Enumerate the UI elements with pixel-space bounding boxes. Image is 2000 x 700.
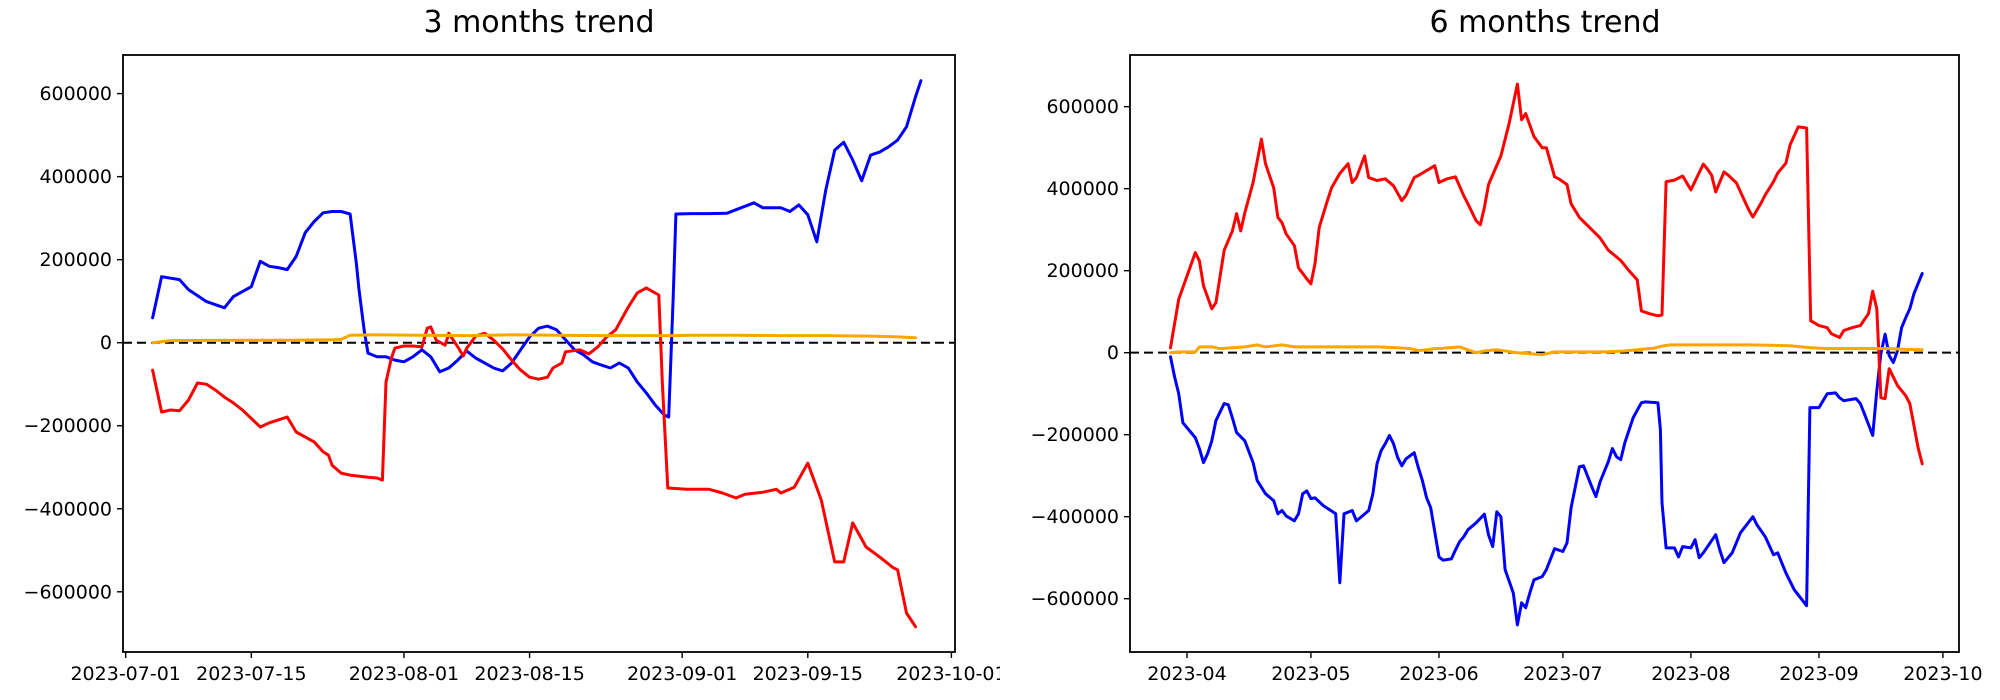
chart-title: 6 months trend (1429, 5, 1661, 40)
plot-border (122, 54, 956, 653)
y-tick-label: 400000 (1046, 178, 1119, 200)
chart-3-months-trend: 3 months trend 600000 400000 200000 0 −20000… (24, 5, 1000, 685)
chart-6-months-canvas: 600000 400000 200000 0 −200000 −400000 −600000… (1031, 54, 1983, 685)
x-tick-label: 2023-09 (1779, 663, 1858, 685)
y-tick-label: −200000 (24, 415, 112, 437)
y-tick-label: −200000 (1031, 424, 1119, 446)
plot-border (1129, 54, 1960, 653)
y-tick-label: 600000 (39, 83, 112, 105)
y-tick-label: −600000 (1031, 588, 1119, 610)
series-orange-line (151, 333, 917, 345)
y-tick-label: 0 (100, 332, 112, 354)
series-red-line (151, 286, 917, 629)
series-blue-line (1169, 272, 1924, 627)
x-tick-label: 2023-07-15 (196, 663, 306, 685)
chart-title: 3 months trend (423, 5, 655, 40)
series-red-line (1169, 82, 1924, 466)
x-tick-label: 2023-04 (1147, 663, 1226, 685)
x-tick-label: 2023-08 (1651, 663, 1730, 685)
y-tick-label: 200000 (39, 249, 112, 271)
x-tick-label: 2023-09-01 (627, 663, 737, 685)
x-tick-label: 2023-10 (1903, 663, 1982, 685)
x-tick-label: 2023-09-15 (753, 663, 863, 685)
series-orange-line (1169, 343, 1924, 357)
x-tick-label: 2023-07-01 (70, 663, 180, 685)
x-tick-label: 2023-07 (1523, 663, 1602, 685)
x-tick-label: 2023-08-15 (474, 663, 584, 685)
y-tick-label: −400000 (24, 498, 112, 520)
x-tick-label: 2023-10-01 (896, 663, 1000, 685)
y-tick-label: 0 (1107, 342, 1119, 364)
x-tick-label: 2023-08-01 (349, 663, 459, 685)
y-tick-label: −400000 (1031, 506, 1119, 528)
chart-6-months-trend: 6 months trend 600000 400000 200000 0 −20000… (1000, 0, 2000, 700)
x-tick-label: 2023-06 (1399, 663, 1478, 685)
y-tick-label: 600000 (1046, 96, 1119, 118)
series-blue-line (151, 79, 923, 419)
y-tick-label: 200000 (1046, 260, 1119, 282)
x-tick-label: 2023-05 (1271, 663, 1350, 685)
y-tick-label: −600000 (24, 581, 112, 603)
y-tick-label: 400000 (39, 166, 112, 188)
chart-3-months-canvas: 600000 400000 200000 0 −200000 −400000 −600000… (24, 54, 1000, 685)
